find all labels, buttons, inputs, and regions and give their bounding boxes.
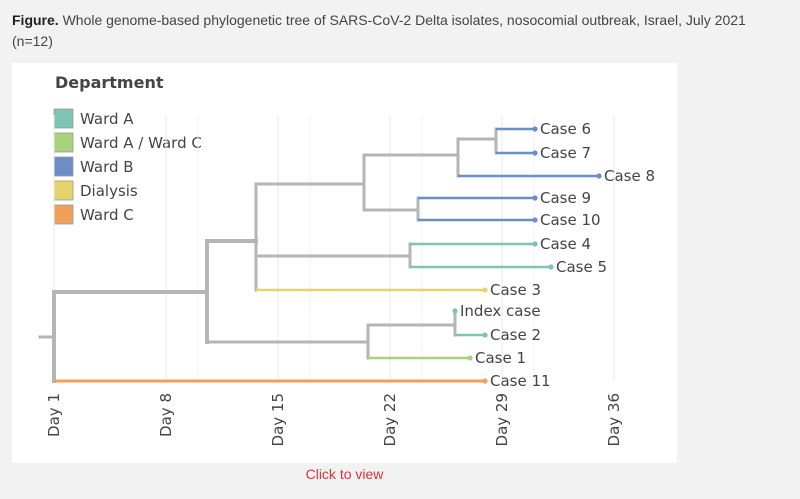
x-tick-label: Day 1 bbox=[45, 393, 63, 437]
tip-node bbox=[532, 126, 538, 132]
legend-label: Ward A bbox=[80, 110, 134, 128]
x-tick-label: Day 15 bbox=[269, 393, 287, 446]
tip-label: Case 10 bbox=[540, 211, 601, 229]
legend-swatch bbox=[53, 180, 74, 201]
tip-label: Index case bbox=[460, 302, 541, 320]
tip-node bbox=[467, 355, 473, 361]
tip-node bbox=[548, 264, 554, 270]
x-axis: Day 1 Day 8 Day 15 Day 22 Day 29 Day 36 bbox=[45, 393, 623, 446]
tip-node bbox=[532, 241, 538, 247]
caption-lead: Figure. bbox=[12, 12, 59, 28]
tip-label: Case 3 bbox=[490, 281, 541, 299]
tip-label: Case 9 bbox=[540, 189, 591, 207]
x-tick-label: Day 22 bbox=[381, 393, 399, 446]
caption-text: Whole genome-based phylogenetic tree of … bbox=[12, 12, 746, 49]
tree-branches bbox=[38, 127, 599, 383]
tip-node bbox=[482, 378, 488, 384]
x-tick-label: Day 36 bbox=[605, 393, 623, 446]
tip-label: Case 6 bbox=[540, 120, 591, 138]
tip-label: Case 1 bbox=[475, 349, 526, 367]
tip-node bbox=[452, 308, 458, 314]
tip-node bbox=[596, 173, 602, 179]
x-tick-label: Day 8 bbox=[157, 393, 175, 437]
tip-node bbox=[532, 195, 538, 201]
x-tick-label: Day 29 bbox=[493, 393, 511, 446]
legend: Department Ward A Ward A / Ward C Ward B Di… bbox=[53, 73, 202, 225]
grid bbox=[53, 115, 615, 381]
legend-label: Ward A / Ward C bbox=[80, 134, 202, 152]
legend-label: Ward B bbox=[80, 158, 134, 176]
tip-node bbox=[482, 287, 488, 293]
tip-node bbox=[532, 217, 538, 223]
legend-swatch bbox=[53, 108, 74, 129]
tip-node bbox=[482, 332, 488, 338]
figure-card[interactable]: Department Ward A Ward A / Ward C Ward B Di… bbox=[12, 63, 677, 463]
legend-title: Department bbox=[55, 73, 164, 92]
legend-label: Dialysis bbox=[80, 182, 138, 200]
tip-label: Case 5 bbox=[556, 258, 607, 276]
click-to-view-link[interactable]: Click to view bbox=[305, 466, 384, 482]
legend-swatch bbox=[53, 156, 74, 177]
tip-label: Case 11 bbox=[490, 372, 551, 390]
tip-node bbox=[532, 150, 538, 156]
legend-label: Ward C bbox=[80, 206, 134, 224]
figure-caption: Figure. Whole genome-based phylogenetic … bbox=[12, 10, 782, 52]
phylogenetic-tree: Department Ward A Ward A / Ward C Ward B Di… bbox=[38, 73, 655, 446]
legend-swatch bbox=[53, 204, 74, 225]
tip-label: Case 2 bbox=[490, 326, 541, 344]
legend-swatch bbox=[53, 132, 74, 153]
tree-tips: Case 6 Case 7 Case 8 Case 9 Case 10 Case 4 Cas… bbox=[452, 120, 655, 390]
tip-label: Case 7 bbox=[540, 144, 591, 162]
tip-label: Case 8 bbox=[604, 167, 655, 185]
tip-label: Case 4 bbox=[540, 235, 591, 253]
